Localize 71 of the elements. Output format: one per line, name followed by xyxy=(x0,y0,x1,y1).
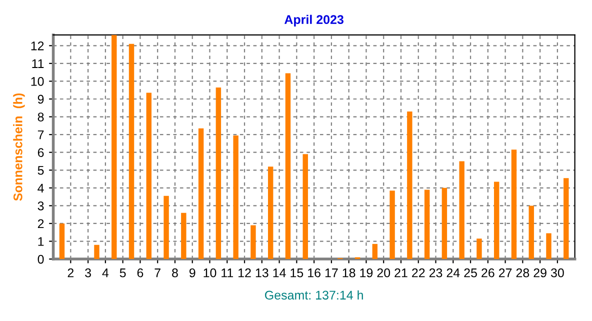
bar xyxy=(302,154,308,260)
bar xyxy=(564,178,569,260)
y-tick-label: 2 xyxy=(38,219,44,228)
x-tick-label: 30 xyxy=(550,268,564,278)
y-tick-label: 11 xyxy=(32,59,44,68)
x-tick-label: 16 xyxy=(308,268,320,278)
bar xyxy=(268,166,274,260)
y-tick-label: 3 xyxy=(38,202,44,210)
x-tick-label: 28 xyxy=(516,268,530,278)
x-tick-label: 14 xyxy=(273,268,286,278)
x-tick-label: 23 xyxy=(429,268,442,278)
bar xyxy=(164,196,169,260)
bar xyxy=(285,73,291,260)
x-tick-label: 5 xyxy=(120,268,126,278)
x-tick-label: 24 xyxy=(446,268,460,278)
x-tick-label: 15 xyxy=(290,268,304,278)
x-tick-label: 17 xyxy=(325,268,338,278)
y-axis-title: Sonnenschein (h) xyxy=(13,93,25,201)
bar xyxy=(546,233,552,260)
bar xyxy=(442,188,448,260)
x-tick-label: 2 xyxy=(68,268,74,278)
x-tick-label: 3 xyxy=(85,268,91,278)
y-tick-label: 10 xyxy=(31,77,44,86)
bar xyxy=(424,190,430,260)
bar xyxy=(146,92,152,260)
y-tick-label: 8 xyxy=(38,112,44,122)
y-tick-label: 9 xyxy=(38,94,44,104)
bar xyxy=(494,182,500,260)
bar xyxy=(112,34,117,260)
bar xyxy=(459,161,464,260)
x-tick-label: 4 xyxy=(102,268,109,278)
x-tick-label: 22 xyxy=(412,268,425,278)
y-tick-label: 4 xyxy=(38,184,44,192)
bar xyxy=(372,244,378,260)
x-tick-label: 13 xyxy=(256,268,268,278)
x-tick-label: 6 xyxy=(137,268,144,278)
x-tick-label: 10 xyxy=(204,268,216,278)
x-tick-label: 27 xyxy=(498,268,512,278)
bar xyxy=(390,190,395,260)
bar xyxy=(407,111,412,260)
chart-title: April 2023 xyxy=(284,14,344,26)
y-tick-label: 5 xyxy=(38,166,44,175)
x-tick-label: 21 xyxy=(394,268,408,278)
y-tick-label: 1 xyxy=(38,237,44,246)
x-tick-label: 20 xyxy=(377,268,390,278)
x-tick-label: 9 xyxy=(189,268,196,278)
text: Gesamt: 137:14 h xyxy=(265,290,363,300)
bar xyxy=(128,44,134,260)
bar xyxy=(476,238,482,260)
bar xyxy=(198,128,204,260)
x-tick-label: 18 xyxy=(342,268,356,278)
x-tick-label: 12 xyxy=(238,268,251,278)
x-tick-label: 25 xyxy=(464,268,477,278)
bar xyxy=(250,225,256,260)
bar xyxy=(59,223,65,260)
x-tick-label: 26 xyxy=(482,268,494,278)
x-tick-label: 19 xyxy=(360,268,373,278)
bar xyxy=(181,212,186,260)
bar xyxy=(94,244,100,260)
y-tick-label: 7 xyxy=(38,130,44,140)
x-tick-label: 29 xyxy=(534,268,546,278)
x-tick-label: 11 xyxy=(222,268,234,278)
bar xyxy=(528,206,534,260)
bar xyxy=(511,150,517,260)
bar xyxy=(233,135,238,260)
x-tick-label: 7 xyxy=(154,268,160,278)
y-tick-label: 12 xyxy=(31,41,44,50)
y-tick-label: 0 xyxy=(38,254,44,264)
x-tick-label: 8 xyxy=(172,268,178,278)
bar xyxy=(216,87,222,260)
y-tick-label: 6 xyxy=(38,148,44,158)
